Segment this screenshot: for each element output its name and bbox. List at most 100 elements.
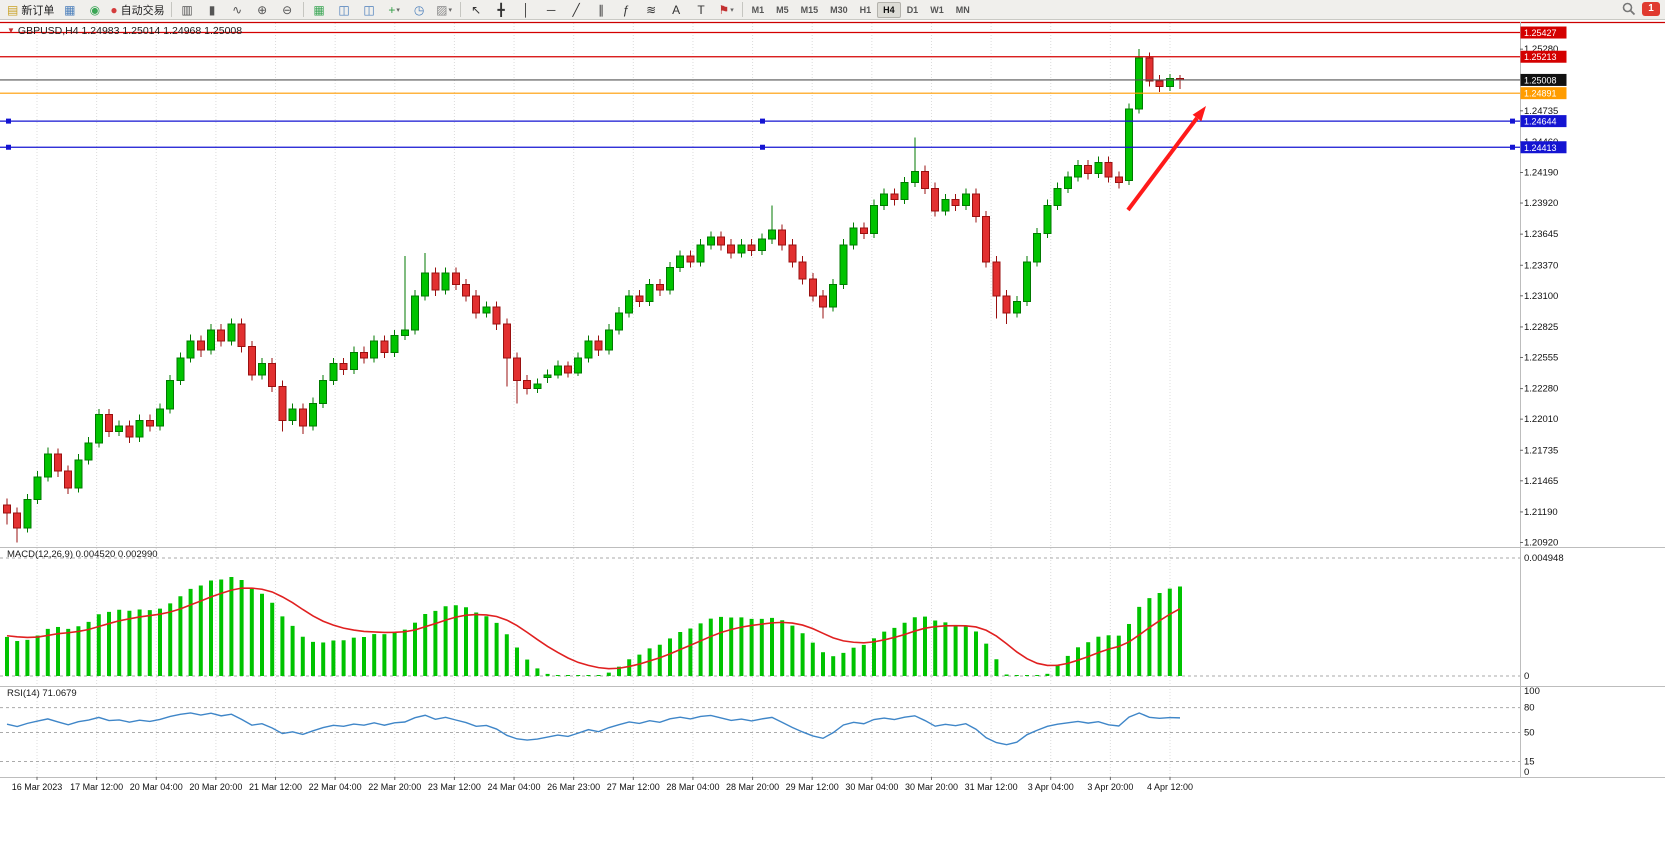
scroll-to-end-button[interactable]: ◫: [357, 0, 382, 20]
svg-text:3 Apr 04:00: 3 Apr 04:00: [1028, 782, 1074, 792]
pivot-line-price-badge: [1520, 87, 1567, 100]
new-chart-icon: ▦: [64, 2, 76, 17]
new-order-button[interactable]: ▤ 新订单: [4, 0, 57, 20]
rsi-line: [6, 712, 1181, 746]
macd-histogram: [5, 577, 1182, 676]
metaeditor-icon: ◉: [89, 2, 101, 17]
timeframe-button-H4[interactable]: H4: [877, 1, 901, 18]
toolbar-separator: [302, 2, 304, 17]
svg-text:1.22010: 1.22010: [1524, 414, 1558, 425]
new-order-icon: ▤: [7, 2, 19, 17]
svg-text:1.24735: 1.24735: [1524, 106, 1558, 117]
zoom-out-button[interactable]: ⊖: [275, 0, 300, 20]
waves-button[interactable]: ≋: [639, 0, 664, 20]
svg-text:30 Mar 04:00: 30 Mar 04:00: [845, 782, 898, 792]
current-price-line-price-badge: [1520, 73, 1567, 86]
horizontal-line-button[interactable]: ─: [539, 0, 564, 20]
svg-text:1.23100: 1.23100: [1524, 291, 1558, 302]
channel-button[interactable]: ∥: [589, 0, 614, 20]
crosshair-button[interactable]: ╋: [489, 0, 514, 20]
svg-text:17 Mar 12:00: 17 Mar 12:00: [70, 782, 123, 792]
autotrading-icon: ●: [110, 2, 118, 17]
vertical-line-button[interactable]: │: [514, 0, 539, 20]
toolbar-separator: [459, 2, 461, 17]
candlestick-chart-button[interactable]: ▮: [200, 0, 225, 20]
line-chart-button[interactable]: ∿: [225, 0, 250, 20]
toolbar-right: 1: [1622, 2, 1660, 16]
svg-text:1.21465: 1.21465: [1524, 476, 1558, 487]
arrange-charts-button[interactable]: ◫: [332, 0, 357, 20]
fibonacci-button[interactable]: ƒ: [614, 0, 639, 20]
support-line-1-handle[interactable]: [760, 118, 765, 124]
svg-text:4 Apr 12:00: 4 Apr 12:00: [1147, 782, 1193, 792]
support-line-2-handle[interactable]: [6, 144, 11, 150]
panel-separators: [0, 21, 1665, 778]
trendline-button[interactable]: ╱: [564, 0, 589, 20]
toolbar-buttons: ▤ 新订单 ▦ ◉ ● 自动交易 ▥ ▮ ∿ ⊕ ⊖ ▦ ◫ ◫ + ▾ ◷ ▨ ▾ ↖ ╋ │ ─ ╱ ∥ ƒ ≋ A T ⚑ ▾: [4, 0, 739, 20]
bars-chart-button[interactable]: ▥: [175, 0, 200, 20]
svg-text:1.24413: 1.24413: [1524, 143, 1557, 153]
svg-text:80: 80: [1524, 703, 1535, 714]
periods-icon: ◷: [413, 2, 425, 17]
autotrading-button[interactable]: ● 自动交易: [107, 0, 167, 20]
candles-layer: [3, 49, 1184, 543]
support-line-2-handle[interactable]: [1510, 144, 1515, 150]
svg-text:22 Mar 20:00: 22 Mar 20:00: [368, 782, 421, 792]
label-button[interactable]: T: [689, 0, 714, 20]
vertical-line-icon: │: [522, 2, 530, 17]
svg-text:22 Mar 04:00: 22 Mar 04:00: [309, 782, 362, 792]
indicators-button[interactable]: + ▾: [382, 0, 407, 20]
zoom-in-button[interactable]: ⊕: [250, 0, 275, 20]
svg-text:16 Mar 2023: 16 Mar 2023: [12, 782, 63, 792]
timeframe-button-M1[interactable]: M1: [751, 4, 765, 15]
svg-text:1.23920: 1.23920: [1524, 198, 1558, 209]
arrows-tool-icon: ⚑: [718, 2, 730, 17]
support-line-1-handle[interactable]: [1510, 118, 1515, 124]
time-axis[interactable]: 16 Mar 2023 17 Mar 12:00 20 Mar 04:00 20 Ma…: [12, 777, 1193, 792]
support-line-1-price-badge: [1520, 115, 1567, 128]
svg-text:30 Mar 20:00: 30 Mar 20:00: [905, 782, 958, 792]
search-icon[interactable]: [1622, 2, 1636, 16]
svg-text:1.24644: 1.24644: [1524, 117, 1557, 127]
dropdown-caret-icon: ▾: [396, 6, 400, 14]
timeframe-button-M30[interactable]: M30: [830, 4, 848, 15]
zoom-in-icon: ⊕: [257, 2, 268, 17]
timeframe-button-MN[interactable]: MN: [955, 4, 970, 15]
templates-icon: ▨: [436, 2, 448, 17]
svg-text:1.24190: 1.24190: [1524, 167, 1558, 178]
metaeditor-button[interactable]: ◉: [82, 0, 107, 20]
arrows-tool-button[interactable]: ⚑ ▾: [714, 0, 739, 20]
timeframe-button-D1[interactable]: D1: [906, 4, 919, 15]
support-line-1-handle[interactable]: [6, 118, 11, 124]
notification-badge[interactable]: 1: [1642, 2, 1660, 16]
scroll-to-end-icon: ◫: [363, 2, 375, 17]
svg-text:20 Mar 20:00: 20 Mar 20:00: [189, 782, 242, 792]
cursor-button[interactable]: ↖: [464, 0, 489, 20]
crosshair-icon: ╋: [497, 2, 505, 17]
timeframe-button-M15[interactable]: M15: [800, 4, 819, 15]
support-line-2-handle[interactable]: [760, 144, 765, 150]
periods-button[interactable]: ◷: [407, 0, 432, 20]
svg-text:1.25213: 1.25213: [1524, 52, 1557, 62]
timeframe-button-M5[interactable]: M5: [776, 4, 789, 15]
indicators-icon: +: [388, 2, 396, 17]
timeframe-button-W1[interactable]: W1: [930, 4, 944, 15]
svg-text:3 Apr 20:00: 3 Apr 20:00: [1087, 782, 1133, 792]
new-order-button-label: 新订单: [21, 4, 55, 17]
resistance-line-2-price-badge: [1520, 50, 1567, 63]
templates-button[interactable]: ▨ ▾: [432, 0, 457, 20]
cursor-icon: ↖: [471, 2, 482, 17]
candlestick-chart-icon: ▮: [208, 2, 216, 17]
svg-text:1.25427: 1.25427: [1524, 28, 1557, 38]
svg-text:28 Mar 04:00: 28 Mar 04:00: [666, 782, 719, 792]
price-chart[interactable]: 1.252801.247351.244601.241901.239201.236…: [0, 0, 1665, 800]
trend-arrow-annotation[interactable]: [1126, 106, 1206, 212]
toolbar: ▤ 新订单 ▦ ◉ ● 自动交易 ▥ ▮ ∿ ⊕ ⊖ ▦ ◫ ◫ + ▾ ◷ ▨ ▾ ↖ ╋ │ ─ ╱ ∥ ƒ ≋ A T ⚑ ▾ M1 M…: [0, 0, 1665, 20]
tile-windows-button[interactable]: ▦: [307, 0, 332, 20]
text-button[interactable]: A: [664, 0, 689, 20]
svg-text:1.23645: 1.23645: [1524, 229, 1558, 240]
new-chart-button[interactable]: ▦: [57, 0, 82, 20]
svg-text:0: 0: [1524, 671, 1529, 682]
svg-text:21 Mar 12:00: 21 Mar 12:00: [249, 782, 302, 792]
timeframe-button-H1[interactable]: H1: [859, 4, 872, 15]
